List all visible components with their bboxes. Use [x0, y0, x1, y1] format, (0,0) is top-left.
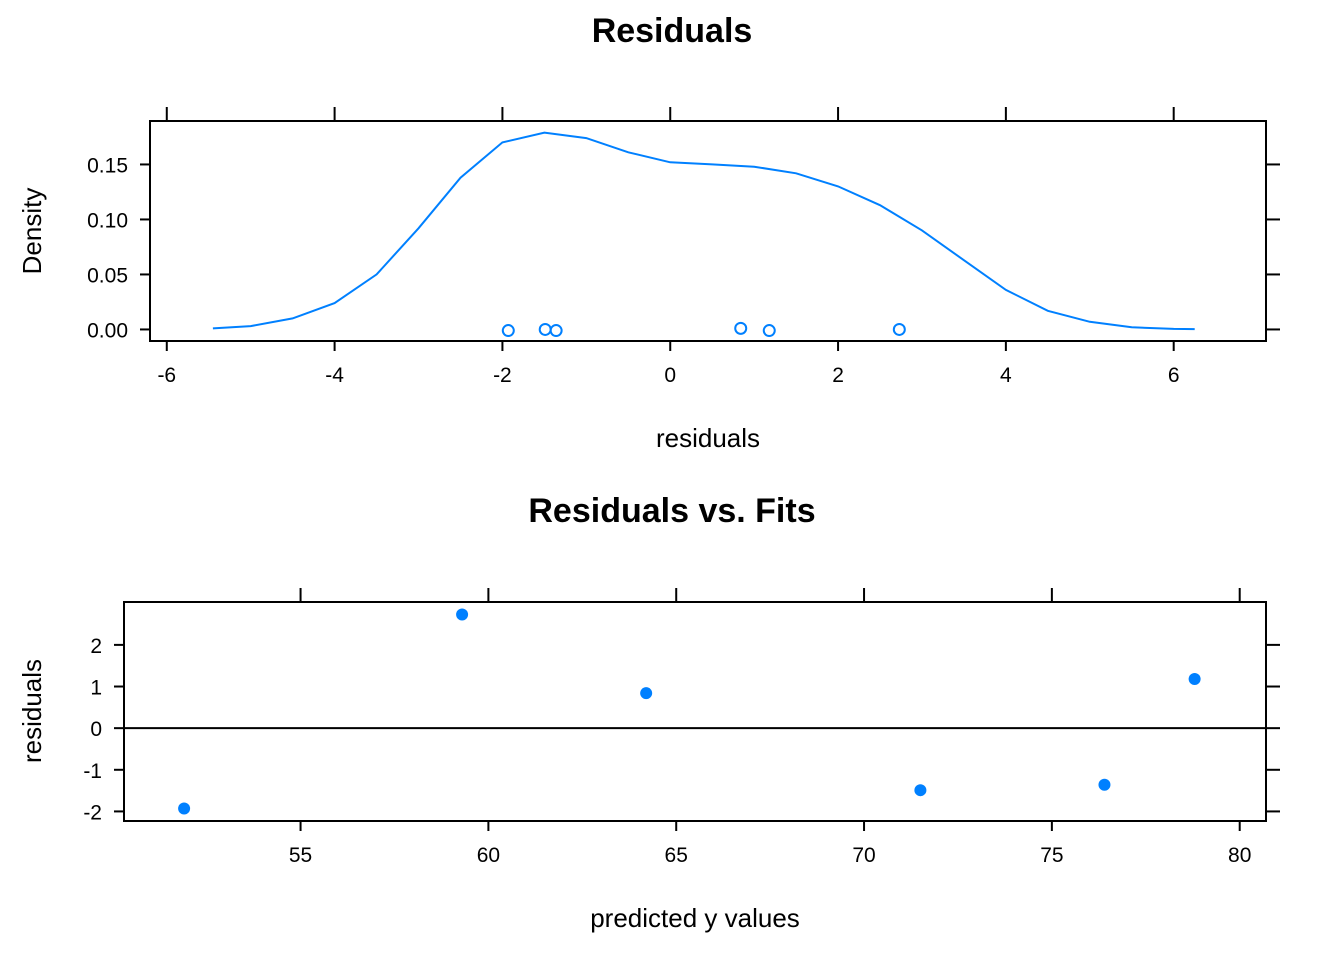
y-tick-label: 0.10	[87, 209, 128, 232]
x-tick-label: -4	[325, 364, 344, 387]
data-point	[734, 321, 748, 335]
chart-title: Residuals	[592, 12, 753, 50]
data-point	[892, 322, 906, 336]
x-tick-label: 55	[289, 844, 312, 867]
data-point	[178, 802, 191, 815]
x-axis: 55 60 65 70 75 80	[289, 588, 1251, 867]
y-tick-label: 0.05	[87, 264, 128, 287]
y-tick-label: -2	[83, 801, 102, 824]
y-tick-label: 2	[90, 635, 102, 658]
data-point	[549, 324, 563, 338]
data-point	[640, 687, 653, 700]
plot-marks	[212, 131, 1195, 338]
panel-residuals-vs-fits: Residuals vs. Fits 55 60 65 70 75 80 -2-1012 …	[17, 492, 1280, 933]
data-point	[762, 324, 776, 338]
x-tick-label: 6	[1168, 364, 1180, 387]
y-tick-label: 0.00	[87, 319, 128, 342]
x-axis: -6 -4 -2 0 2 4 6	[157, 107, 1180, 387]
density-curve	[212, 131, 1195, 331]
data-point	[914, 784, 927, 797]
plot-marks	[124, 608, 1266, 815]
x-tick-label: -6	[157, 364, 176, 387]
plot-frame	[123, 601, 1267, 822]
y-axis: 0.00 0.05 0.10 0.15	[87, 154, 1280, 342]
data-point	[1098, 778, 1111, 791]
x-tick-label: -2	[493, 364, 512, 387]
x-tick-label: 80	[1228, 844, 1251, 867]
y-tick-label: 1	[90, 677, 102, 700]
x-tick-label: 4	[1000, 364, 1012, 387]
data-point	[501, 324, 515, 338]
data-point	[1188, 673, 1201, 686]
x-tick-label: 60	[477, 844, 500, 867]
x-tick-label: 75	[1040, 844, 1063, 867]
chart-title: Residuals vs. Fits	[528, 492, 815, 530]
panel-residuals-density: Residuals -6 -4 -2 0 2 4 6 0.00 0.05 0.10 0.15 re…	[17, 12, 1280, 453]
y-tick-label: 0.15	[87, 154, 128, 177]
x-tick-label: 2	[832, 364, 844, 387]
data-point	[456, 608, 469, 621]
x-tick-label: 65	[665, 844, 688, 867]
x-tick-label: 70	[852, 844, 875, 867]
y-axis: -2 -1 0 1 2	[83, 635, 1280, 824]
plot-frame	[149, 120, 1267, 342]
x-tick-label: 0	[664, 364, 676, 387]
data-point	[538, 322, 552, 336]
y-axis-label: residuals	[17, 659, 47, 763]
y-tick-label: -1	[83, 760, 102, 783]
x-axis-label: residuals	[656, 423, 760, 453]
y-tick-label: 0	[90, 718, 102, 741]
y-axis-label: Density	[17, 188, 47, 275]
x-axis-label: predicted y values	[590, 903, 800, 933]
